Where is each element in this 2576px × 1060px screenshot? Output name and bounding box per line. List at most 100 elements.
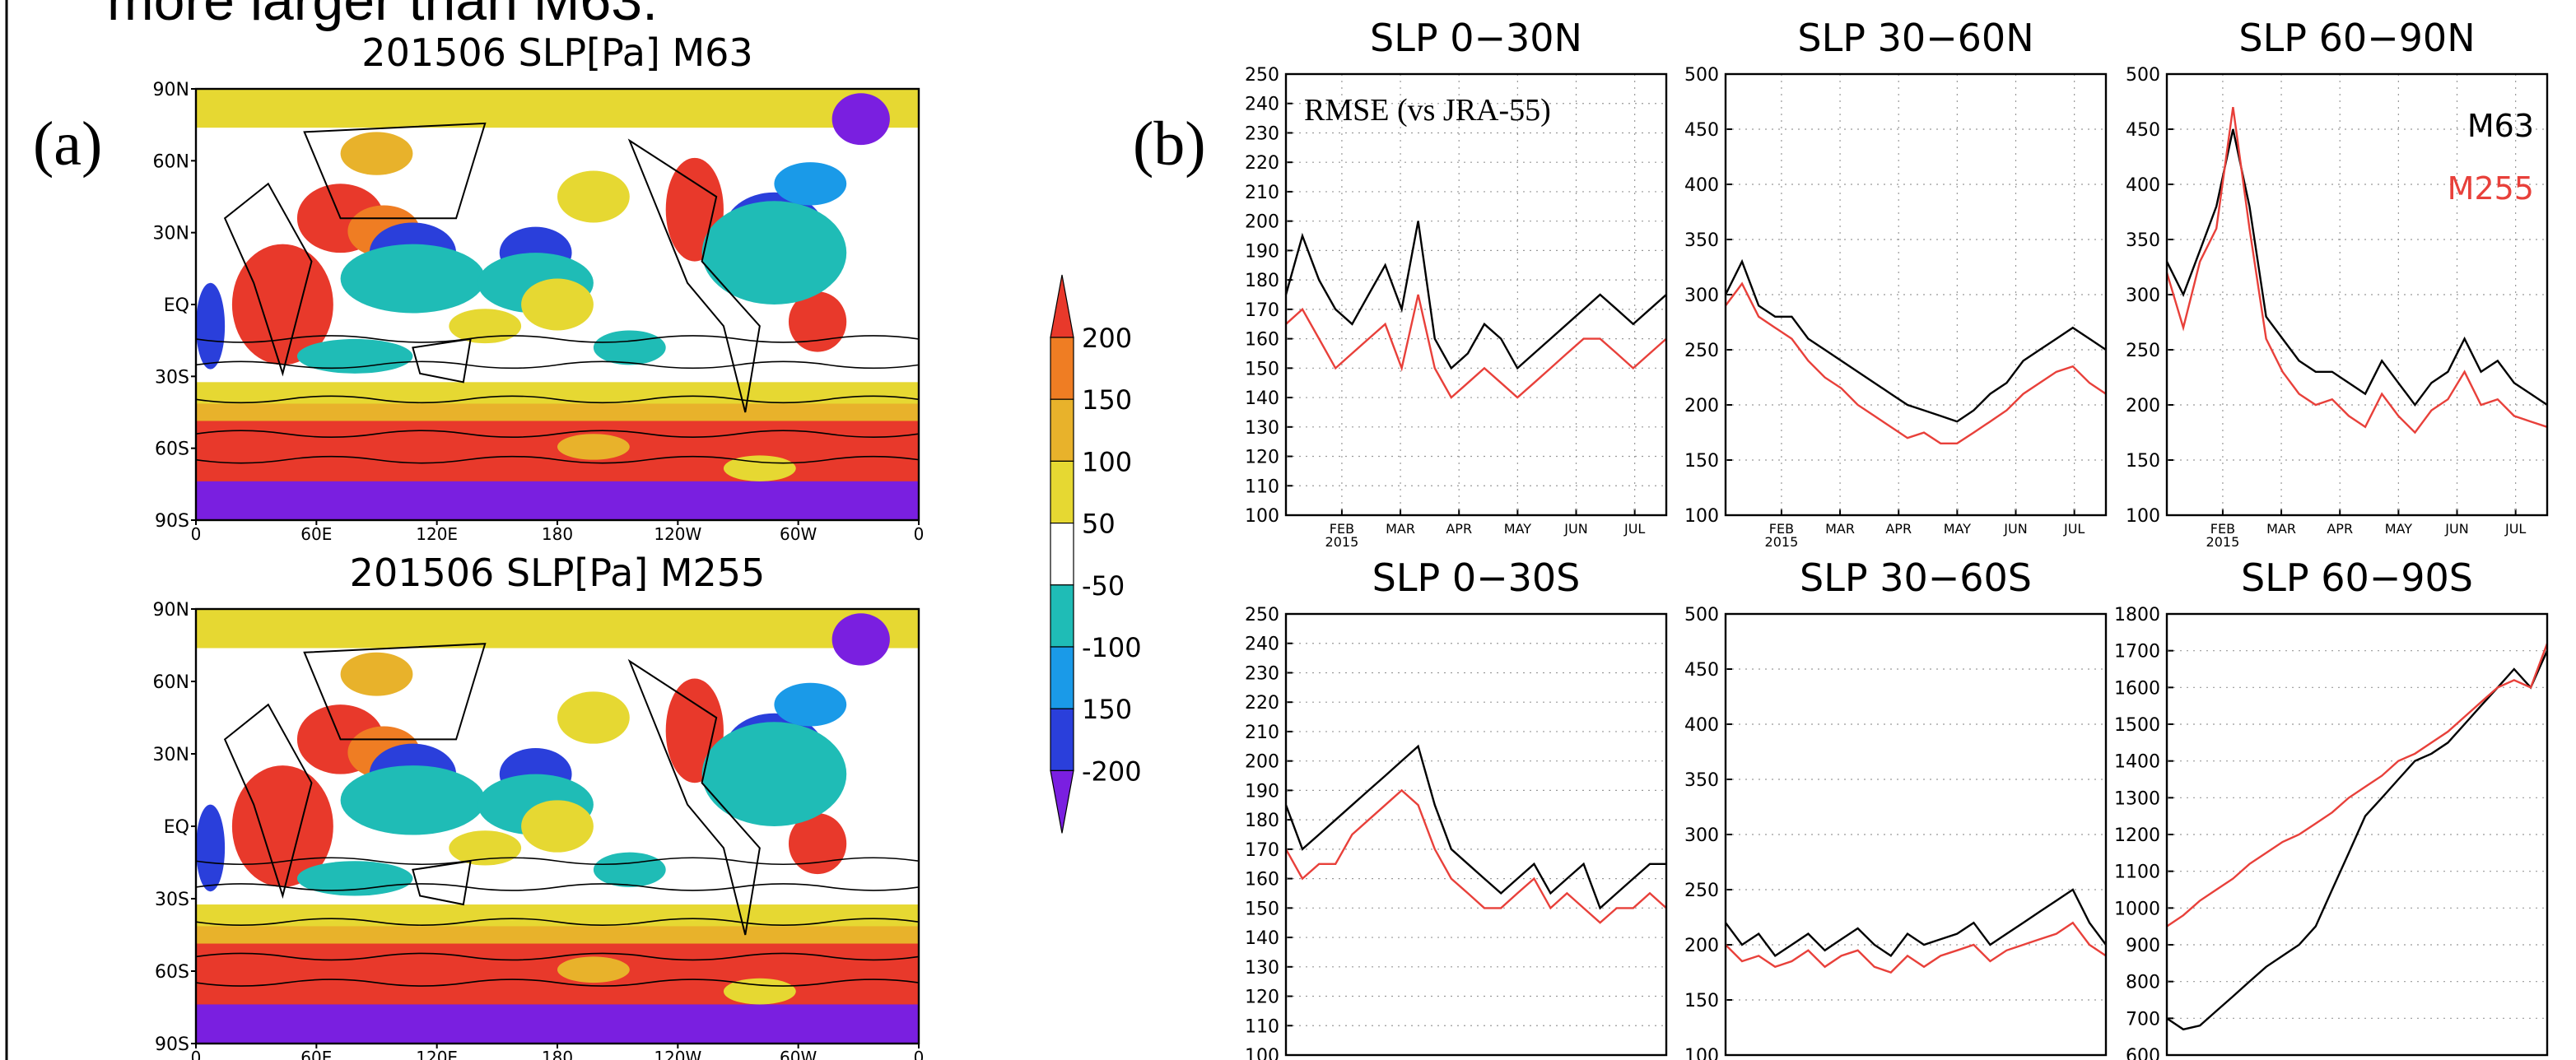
y-tick-label: 900 [2126, 936, 2160, 956]
y-tick-label: 250 [1245, 65, 1279, 86]
y-tick-label: 210 [1245, 183, 1279, 203]
chart-title: SLP 0−30S [1372, 556, 1581, 600]
map-field [449, 830, 522, 866]
y-tick-label: 300 [1684, 286, 1719, 306]
lon-label: 60E [300, 524, 332, 544]
lon-label: 120E [416, 1048, 458, 1060]
lat-label: 60N [153, 672, 189, 693]
lon-label: 120W [654, 1048, 701, 1060]
y-tick-label: 100 [1684, 1046, 1719, 1060]
y-tick-label: 110 [1245, 1016, 1279, 1037]
y-tick-label: 240 [1245, 635, 1279, 655]
y-tick-label: 150 [1245, 359, 1279, 379]
y-tick-label: 200 [1684, 936, 1719, 956]
x-tick-label: JUL [2504, 521, 2526, 537]
y-tick-label: 190 [1245, 781, 1279, 802]
contour-line [196, 883, 919, 891]
y-tick-label: 250 [1684, 341, 1719, 361]
colorbar-label: -100 [1082, 632, 1142, 663]
lat-label: 90N [153, 600, 189, 621]
colorbar-extension [1050, 274, 1074, 338]
y-tick-label: 210 [1245, 723, 1279, 743]
y-tick-label: 120 [1245, 448, 1279, 468]
lat-label: 60S [155, 439, 189, 460]
lat-label: 60S [155, 962, 189, 983]
map-field [593, 852, 666, 887]
map-field [557, 691, 630, 744]
data-line [1284, 788, 1667, 924]
data-line [1725, 888, 2107, 958]
y-tick-label: 300 [1684, 825, 1719, 846]
map-band [196, 943, 919, 1009]
lon-label: 0 [914, 524, 925, 544]
chart-title: SLP 0−30N [1370, 16, 1582, 60]
y-tick-label: 450 [2126, 120, 2160, 141]
map-band [196, 609, 919, 649]
y-tick-label: 150 [1245, 899, 1279, 919]
map-field [196, 609, 919, 1044]
map-field [196, 89, 919, 520]
contour-line [196, 360, 919, 370]
map-field [196, 282, 226, 370]
x-year-label: 2015 [2206, 534, 2240, 550]
y-tick-label: 150 [1684, 451, 1719, 472]
y-tick-label: 190 [1245, 241, 1279, 262]
y-tick-label: 230 [1245, 663, 1279, 684]
y-tick-label: 180 [1245, 811, 1279, 831]
panel-label: (b) [1133, 109, 1206, 179]
data-line [1284, 221, 1667, 370]
x-tick-label: FEB [1330, 521, 1354, 537]
y-tick-label: 200 [1245, 752, 1279, 773]
y-tick-label: 200 [1684, 396, 1719, 416]
lon-label: 120E [416, 524, 458, 544]
map-band [196, 481, 919, 520]
y-tick-label: 1400 [2114, 752, 2160, 773]
map-title: 201506 SLP[Pa] M255 [350, 551, 766, 595]
map-field [296, 861, 413, 896]
map-field [701, 722, 847, 826]
y-tick-label: 1600 [2114, 678, 2160, 699]
y-tick-label: 1000 [2114, 899, 2160, 919]
x-tick-label: FEB [2210, 521, 2235, 537]
colorbar-label: 150 [1082, 384, 1132, 416]
y-tick-label: 220 [1245, 693, 1279, 714]
map-field [831, 613, 890, 666]
map-field [449, 309, 522, 344]
map-field [521, 278, 594, 331]
plot-frame [1724, 612, 2108, 1057]
y-tick-label: 220 [1245, 153, 1279, 174]
y-tick-label: 100 [2126, 506, 2160, 527]
lat-label: 90S [155, 511, 189, 532]
y-tick-label: 250 [2126, 341, 2160, 361]
y-tick-label: 140 [1245, 388, 1279, 409]
colorbar-bin [1050, 398, 1074, 463]
map-title: 201506 SLP[Pa] M63 [361, 30, 752, 75]
x-tick-label: JUN [2444, 521, 2468, 537]
y-tick-label: 160 [1245, 870, 1279, 890]
contour-line [196, 979, 919, 987]
y-tick-label: 250 [1245, 605, 1279, 625]
plot-frame [2165, 72, 2549, 517]
y-tick-label: 180 [1245, 271, 1279, 291]
lat-label: 30N [153, 745, 189, 765]
contour-line [196, 430, 919, 438]
x-tick-label: JUL [1623, 521, 1645, 537]
y-tick-label: 800 [2126, 973, 2160, 993]
y-tick-label: 150 [1684, 991, 1719, 1011]
data-line [1285, 294, 1667, 399]
y-tick-label: 350 [1684, 230, 1719, 251]
colorbar-label: -50 [1082, 570, 1125, 602]
lat-label: 90N [153, 80, 189, 100]
map-field [788, 813, 847, 875]
map-field [340, 132, 413, 175]
x-tick-label: MAY [1944, 521, 1972, 537]
x-tick-label: FEB [1769, 521, 1794, 537]
data-line [1724, 258, 2107, 423]
map-band [196, 1004, 919, 1044]
colorbar-label: 50 [1082, 509, 1116, 540]
x-tick-label: JUL [2063, 521, 2085, 537]
map-field [723, 455, 796, 481]
map-field [701, 201, 847, 305]
map-field [723, 978, 796, 1005]
